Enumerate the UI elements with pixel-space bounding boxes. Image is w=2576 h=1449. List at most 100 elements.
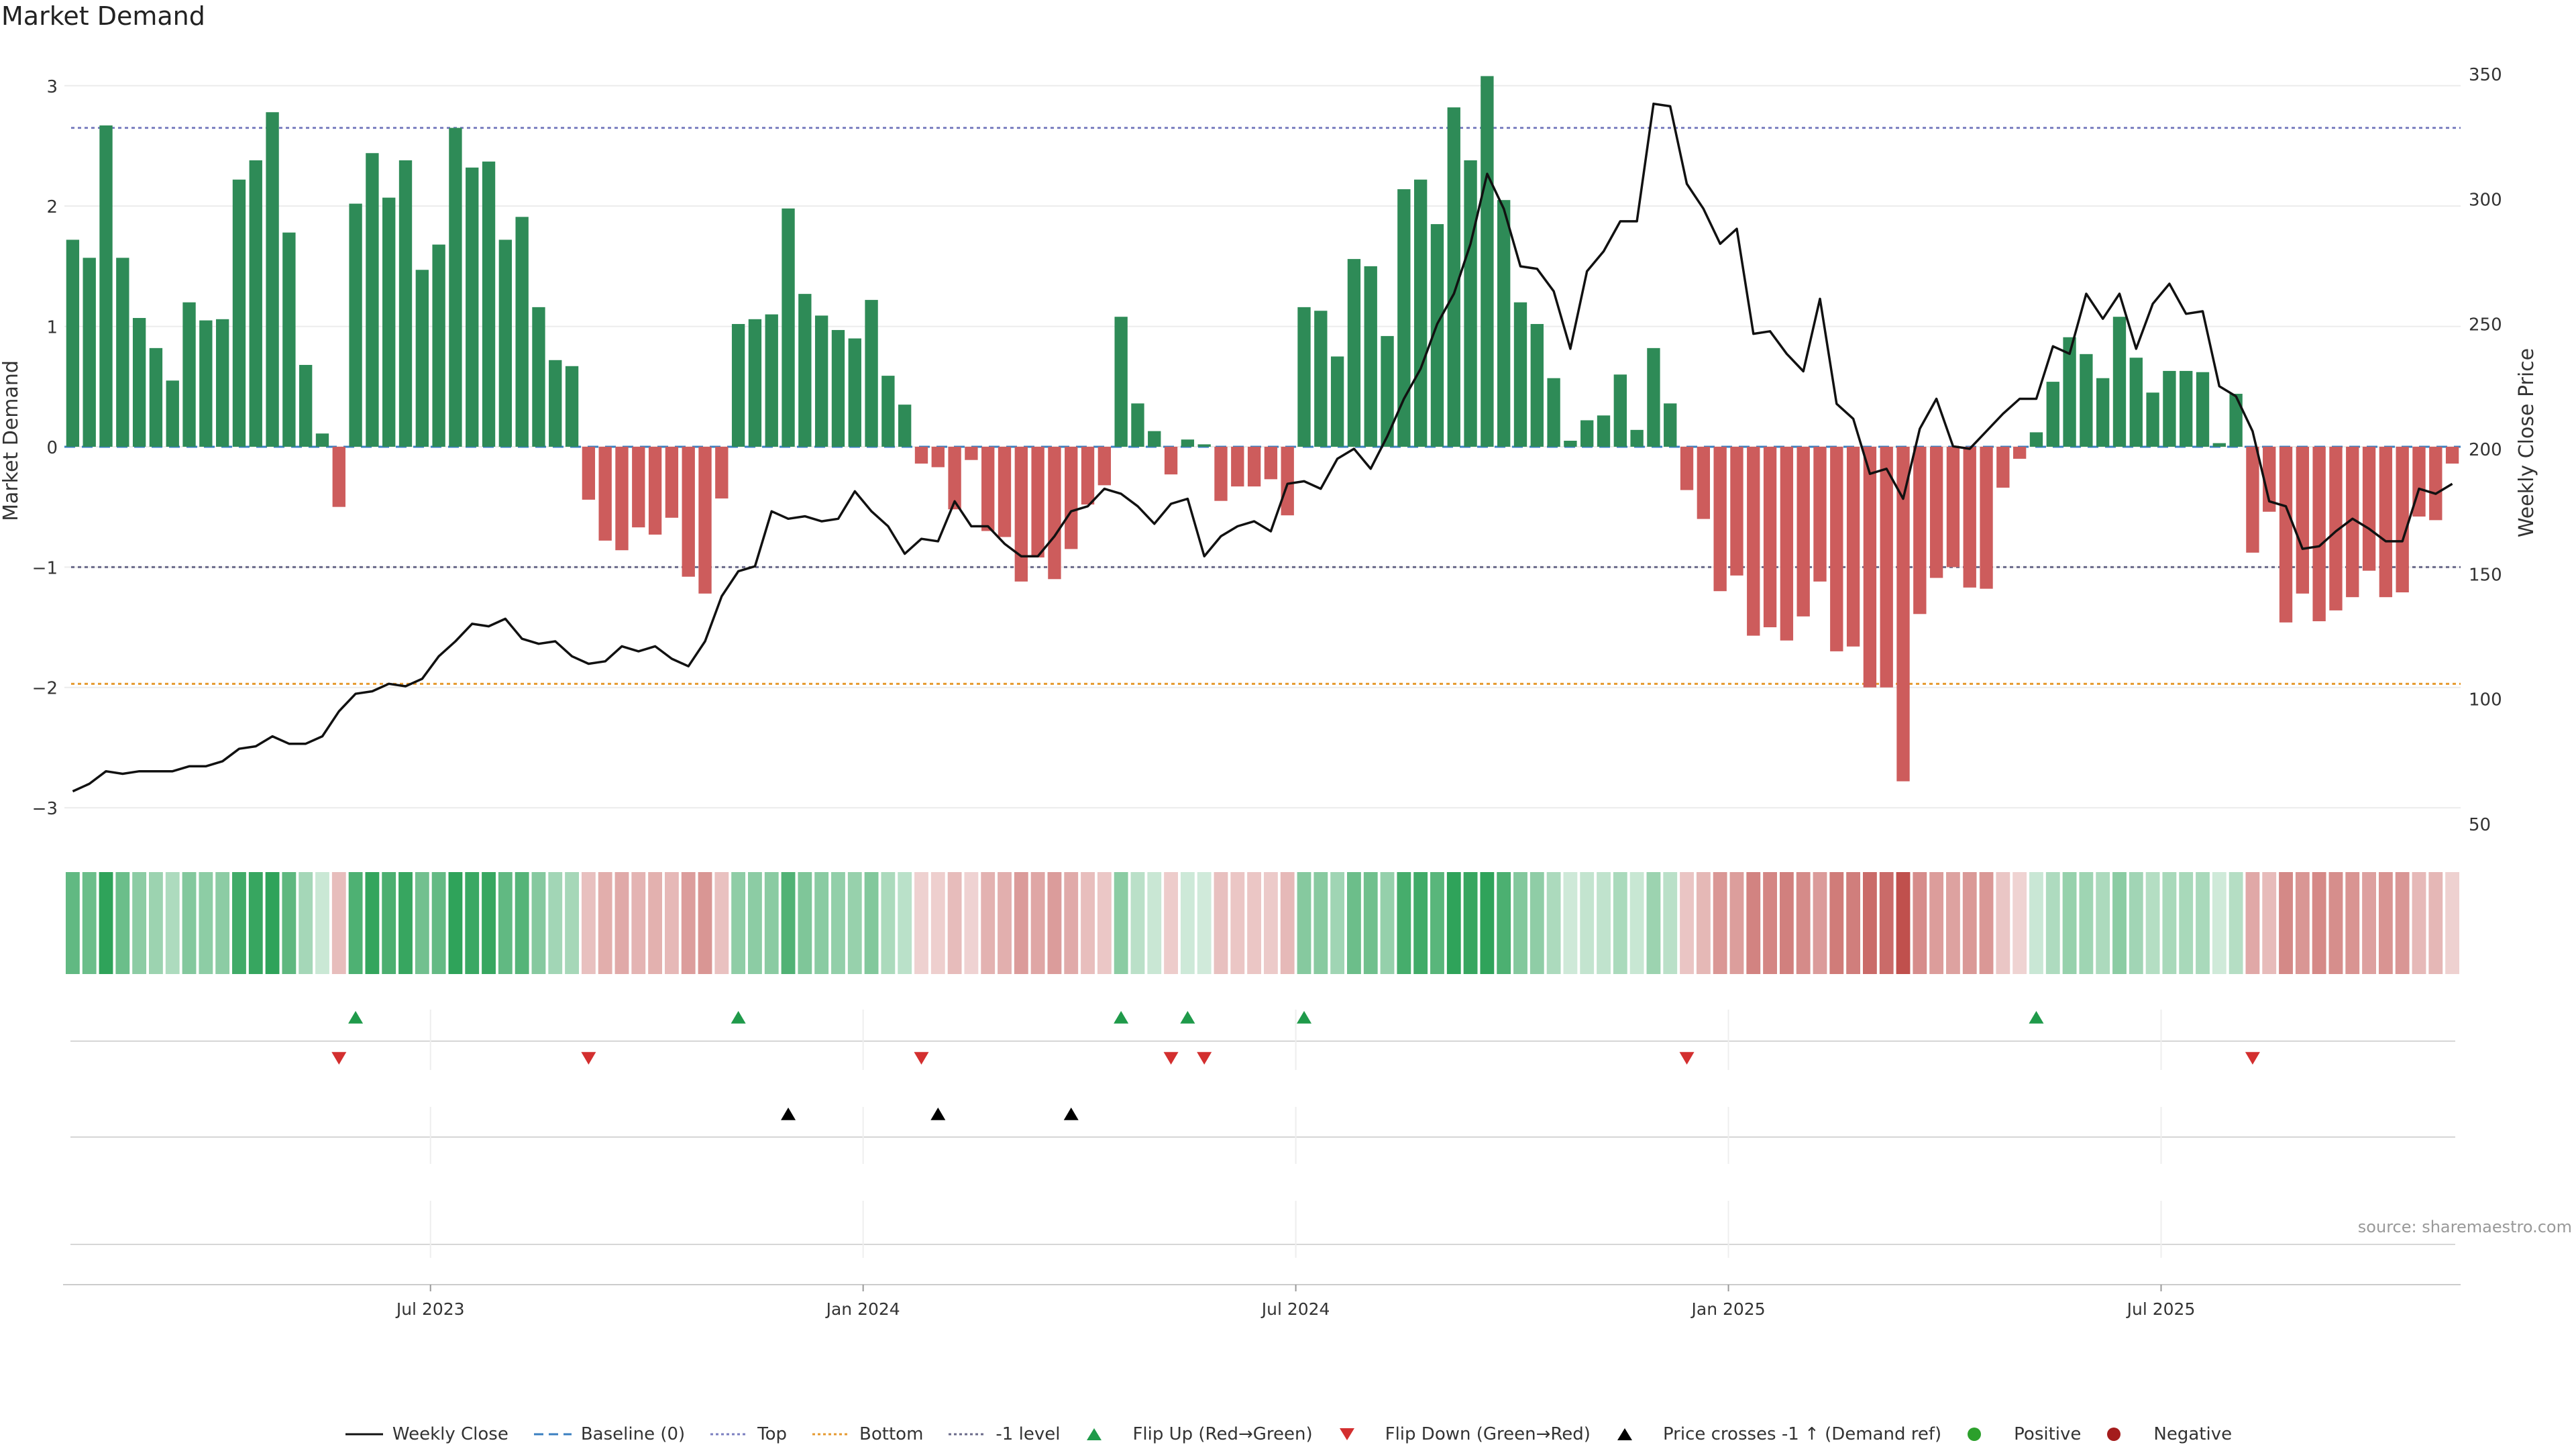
heat-cell bbox=[2229, 872, 2243, 974]
demand-bar-positive bbox=[466, 167, 479, 447]
heat-cell bbox=[1280, 872, 1295, 974]
demand-bar-positive bbox=[565, 366, 579, 447]
reference-lines bbox=[64, 127, 2461, 685]
y-right-tick-label: 200 bbox=[2469, 440, 2502, 460]
demand-bar-negative bbox=[1713, 446, 1727, 592]
heat-cell bbox=[1513, 872, 1527, 974]
demand-bar-positive bbox=[1114, 317, 1128, 447]
heat-cell bbox=[382, 872, 396, 974]
demand-bar-positive bbox=[848, 338, 861, 447]
demand-bar-negative bbox=[665, 446, 679, 518]
heat-cell bbox=[598, 872, 612, 974]
demand-bar-positive bbox=[765, 314, 778, 447]
heat-cell bbox=[1480, 872, 1495, 974]
legend-label: Negative bbox=[2153, 1424, 2233, 1444]
y-left-tick-label: −2 bbox=[32, 679, 58, 699]
demand-bar-positive bbox=[1381, 335, 1394, 447]
demand-bar-positive bbox=[83, 258, 96, 447]
demand-bar-positive bbox=[1314, 311, 1328, 447]
demand-bar-negative bbox=[682, 446, 695, 577]
heat-cell bbox=[2079, 872, 2094, 974]
heat-cell bbox=[1247, 872, 1262, 974]
legend-item-weekly-close: Weekly Close bbox=[344, 1424, 508, 1444]
heat-cell bbox=[2362, 872, 2376, 974]
heat-cell bbox=[1713, 872, 1727, 974]
flip-down-marker bbox=[1679, 1052, 1695, 1065]
demand-bar-positive bbox=[2146, 392, 2159, 447]
heat-cell bbox=[1446, 872, 1461, 974]
heat-cell bbox=[964, 872, 979, 974]
heat-cell bbox=[1047, 872, 1062, 974]
heat-cell bbox=[132, 872, 147, 974]
heat-cell bbox=[1796, 872, 1811, 974]
demand-bar-negative bbox=[2362, 446, 2376, 571]
heat-cell bbox=[2129, 872, 2143, 974]
heat-cell bbox=[664, 872, 679, 974]
triangle-up-icon bbox=[1087, 1428, 1102, 1440]
heat-cell bbox=[2162, 872, 2177, 974]
heat-cell bbox=[1130, 872, 1145, 974]
heat-cell bbox=[2212, 872, 2226, 974]
heat-cell bbox=[898, 872, 912, 974]
demand-bar-positive bbox=[266, 112, 279, 447]
demand-bar-positive bbox=[1197, 444, 1211, 447]
demand-bar-negative bbox=[2429, 446, 2443, 521]
demand-bar-positive bbox=[1330, 356, 1344, 447]
demand-bar-positive bbox=[366, 153, 379, 447]
demand-heat-strip bbox=[65, 872, 2460, 974]
legend-label: -1 level bbox=[996, 1424, 1061, 1444]
y-right-tick-label: 50 bbox=[2469, 815, 2491, 835]
demand-bar-negative bbox=[1081, 446, 1095, 505]
legend-label: Price crosses -1 ↑ (Demand ref) bbox=[1662, 1424, 1942, 1444]
demand-bar-positive bbox=[1481, 76, 1494, 447]
heat-cell bbox=[2345, 872, 2360, 974]
heat-cell bbox=[1497, 872, 1511, 974]
demand-bar-positive bbox=[1613, 374, 1627, 447]
heat-cell bbox=[431, 872, 446, 974]
legend-item-negative: Negative bbox=[2105, 1424, 2232, 1444]
demand-bar-negative bbox=[698, 446, 712, 594]
legend-dotted-line-icon bbox=[812, 1433, 851, 1436]
heat-cell bbox=[1197, 872, 1212, 974]
heat-cell bbox=[1330, 872, 1345, 974]
demand-bar-negative bbox=[1231, 446, 1244, 487]
heat-cell bbox=[465, 872, 480, 974]
demand-bar-negative bbox=[1697, 446, 1711, 519]
flip-up-marker bbox=[731, 1011, 746, 1024]
demand-bar-negative bbox=[1846, 446, 1860, 647]
demand-bar-negative bbox=[1763, 446, 1777, 628]
y-left-tick-label: 0 bbox=[46, 438, 58, 458]
heat-cell bbox=[1363, 872, 1378, 974]
price-cross-marker bbox=[781, 1108, 796, 1120]
heat-cell bbox=[847, 872, 862, 974]
heat-cell bbox=[2279, 872, 2293, 974]
demand-bar-negative bbox=[965, 446, 978, 460]
y-right-tick-label: 100 bbox=[2469, 690, 2502, 710]
heat-cell bbox=[531, 872, 546, 974]
demand-bar-positive bbox=[1547, 378, 1560, 447]
heat-cell bbox=[1097, 872, 1112, 974]
heat-cell bbox=[415, 872, 429, 974]
legend-dotted-line-icon bbox=[949, 1433, 987, 1436]
legend: Weekly Close Baseline (0) Top Bottom -1 … bbox=[0, 1421, 2576, 1448]
heat-cell bbox=[165, 872, 180, 974]
demand-bar-positive bbox=[515, 217, 529, 447]
heat-cell bbox=[248, 872, 263, 974]
heat-cell bbox=[1946, 872, 1960, 974]
demand-bar-positive bbox=[1347, 259, 1361, 447]
demand-bar-negative bbox=[1730, 446, 1743, 576]
heat-cell bbox=[398, 872, 413, 974]
y-left-tick-label: 3 bbox=[46, 77, 58, 97]
demand-bar-positive bbox=[1597, 415, 1611, 447]
heat-cell bbox=[581, 872, 596, 974]
demand-bar-positive bbox=[1447, 107, 1460, 447]
heat-cell bbox=[2096, 872, 2110, 974]
heat-cell bbox=[1729, 872, 1744, 974]
heat-cell bbox=[731, 872, 746, 974]
demand-bar-positive bbox=[1364, 266, 1377, 447]
heat-cell bbox=[149, 872, 163, 974]
heat-cell bbox=[265, 872, 280, 974]
heat-cell bbox=[1214, 872, 1228, 974]
heat-cell bbox=[331, 872, 346, 974]
heat-cell bbox=[1846, 872, 1861, 974]
